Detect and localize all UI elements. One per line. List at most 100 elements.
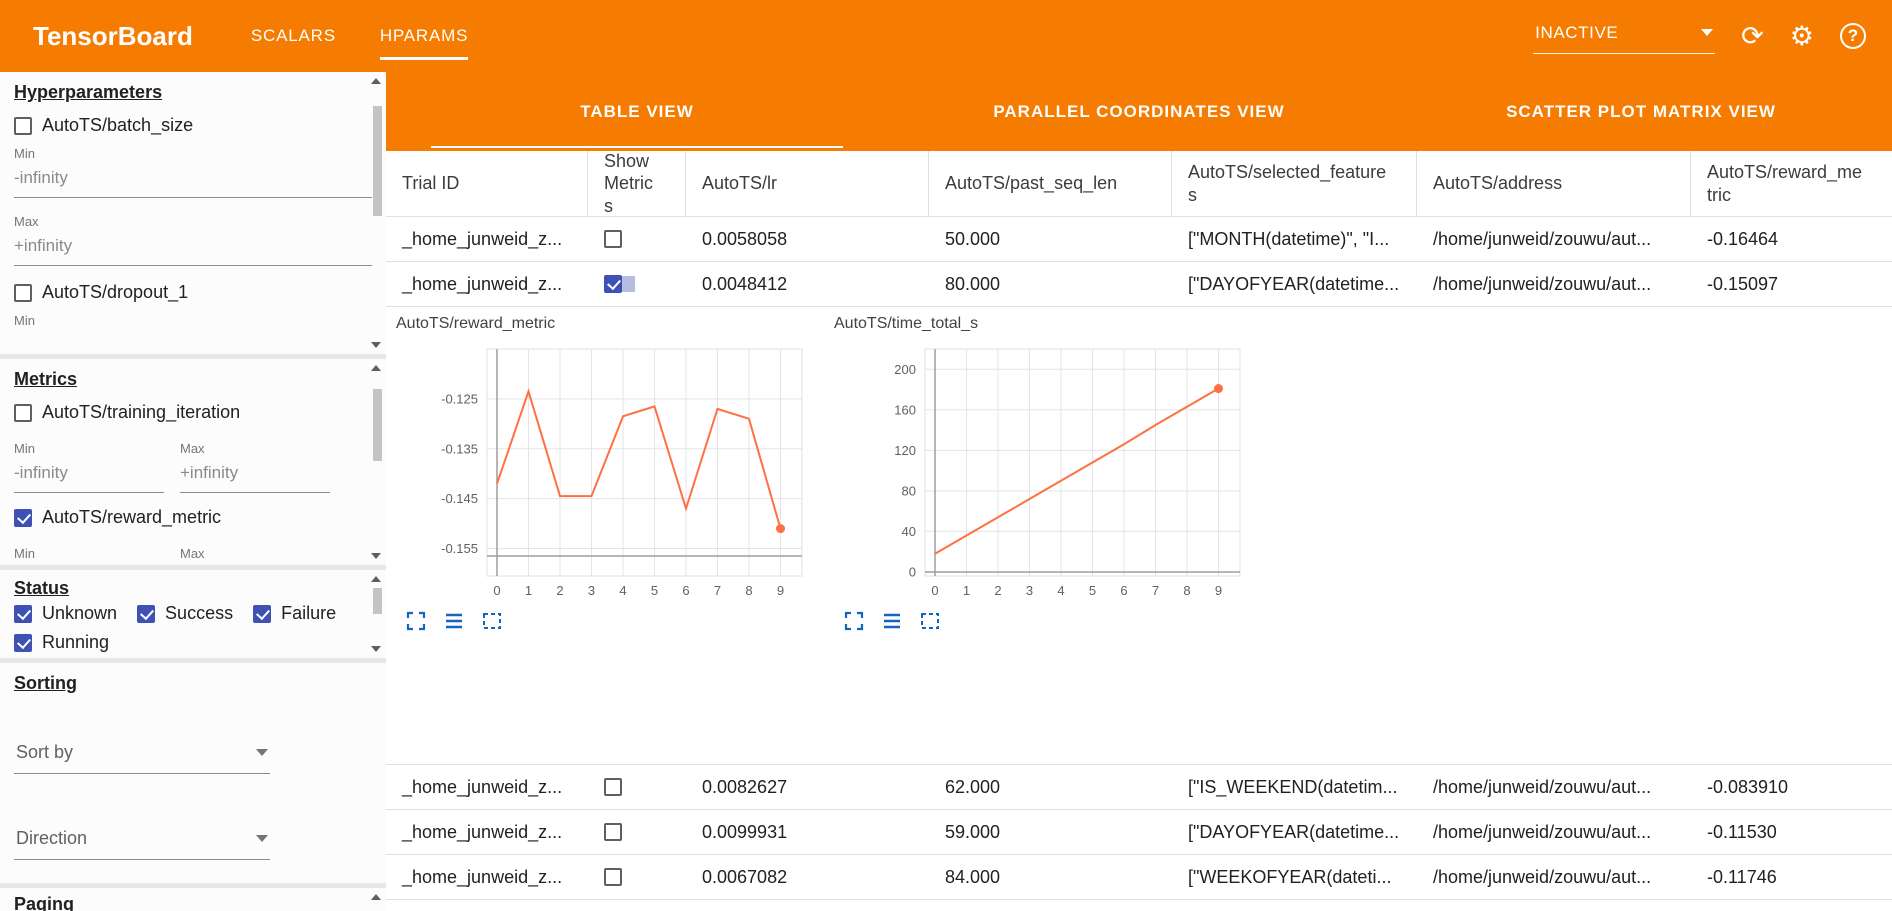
batch-size-min-input[interactable] xyxy=(14,161,372,198)
checkbox-icon[interactable] xyxy=(14,633,32,652)
svg-text:6: 6 xyxy=(682,583,689,598)
scroll-down-arrow[interactable] xyxy=(371,553,381,559)
svg-text:8: 8 xyxy=(1183,583,1190,598)
refresh-icon[interactable]: ⟳ xyxy=(1741,20,1764,51)
min-label: Min xyxy=(14,313,35,328)
show-metrics-checkbox[interactable] xyxy=(604,868,622,886)
run-status-select[interactable]: INACTIVE xyxy=(1533,19,1716,54)
checkbox-icon[interactable] xyxy=(137,604,156,623)
show-metrics-checkbox[interactable] xyxy=(604,275,622,293)
status-running[interactable]: Running xyxy=(14,632,109,653)
metric-training-iteration[interactable]: AutoTS/training_iteration xyxy=(14,402,372,423)
table-rows-top: _home_junweid_z... 0.0058058 50.000 ["MONTH… xyxy=(386,217,1892,307)
marquee-select-icon[interactable] xyxy=(920,610,942,632)
svg-text:0: 0 xyxy=(931,583,938,598)
table-row: _home_junweid_z... 0.0082627 62.000 ["IS_WE… xyxy=(386,765,1892,810)
max-label: Max xyxy=(180,441,205,456)
svg-text:5: 5 xyxy=(1089,583,1096,598)
lr-cell: 0.0048412 xyxy=(702,273,788,294)
min-label: Min xyxy=(14,146,35,161)
status-success[interactable]: Success xyxy=(137,603,233,624)
col-header-lr: AutoTS/lr xyxy=(686,151,929,216)
metric-reward-metric[interactable]: AutoTS/reward_metric xyxy=(14,507,372,528)
training-iteration-max-input[interactable] xyxy=(180,456,330,493)
status-panel: Status Unknown Success Failure Running xyxy=(0,570,386,658)
hparam-dropout-1[interactable]: AutoTS/dropout_1 xyxy=(14,282,372,303)
tab-table-view[interactable]: TABLE VIEW xyxy=(386,72,888,151)
sort-by-select[interactable]: Sort by xyxy=(14,736,270,774)
hparam-batch-size[interactable]: AutoTS/batch_size xyxy=(14,115,372,136)
chart-time-total-s: AutoTS/time_total_s 0 1 2 3 4 5 6 7 8 9 0 40 80 120 16… xyxy=(830,315,1264,632)
hyperparameters-heading: Hyperparameters xyxy=(14,82,163,102)
checkbox-icon[interactable] xyxy=(14,283,32,302)
checkbox-icon[interactable] xyxy=(253,604,272,623)
maximize-icon[interactable] xyxy=(844,610,866,632)
app-title: TensorBoard xyxy=(33,20,193,51)
max-label: Max xyxy=(180,546,205,561)
scroll-up-arrow[interactable] xyxy=(371,78,381,84)
checkbox-label: Running xyxy=(42,632,110,652)
past-seq-len-cell: 62.000 xyxy=(945,776,1001,797)
help-icon[interactable]: ? xyxy=(1840,23,1866,49)
run-status-value: INACTIVE xyxy=(1535,22,1619,42)
scrollbar-thumb[interactable] xyxy=(373,588,382,614)
checkbox-icon[interactable] xyxy=(14,116,32,135)
data-list-icon[interactable] xyxy=(444,610,466,632)
trial-id-cell: _home_junweid_z... xyxy=(402,273,563,294)
svg-text:8: 8 xyxy=(745,583,752,598)
scrollbar-thumb[interactable] xyxy=(373,389,382,461)
checkbox-icon[interactable] xyxy=(14,508,32,527)
tab-hparams[interactable]: HPARAMS xyxy=(379,0,469,72)
direction-select[interactable]: Direction xyxy=(14,822,270,860)
svg-text:2: 2 xyxy=(994,583,1001,598)
col-header-show-metrics: Show Metrics xyxy=(588,151,686,216)
table-header: Trial ID Show Metrics AutoTS/lr AutoTS/p… xyxy=(386,151,1892,217)
reward-metric-cell: -0.11746 xyxy=(1707,866,1777,887)
time-total-line-chart[interactable]: 0 1 2 3 4 5 6 7 8 9 0 40 80 120 160 200 xyxy=(830,339,1260,601)
show-metrics-checkbox[interactable] xyxy=(604,778,622,796)
metrics-charts-row: AutoTS/reward_metric 0 1 2 3 4 5 6 7 8 9 -0.125 -0.… xyxy=(386,307,1892,765)
maximize-icon[interactable] xyxy=(406,610,428,632)
svg-text:7: 7 xyxy=(714,583,721,598)
svg-text:80: 80 xyxy=(902,483,916,498)
checkbox-icon[interactable] xyxy=(14,604,32,623)
status-unknown[interactable]: Unknown xyxy=(14,603,117,624)
checkbox-label: AutoTS/reward_metric xyxy=(42,507,222,527)
scroll-up-arrow[interactable] xyxy=(371,576,381,582)
table-row: _home_junweid_z... 0.0048412 80.000 ["DAYOF… xyxy=(386,262,1892,307)
show-metrics-checkbox[interactable] xyxy=(604,230,622,248)
reward-metric-line-chart[interactable]: 0 1 2 3 4 5 6 7 8 9 -0.125 -0.135 -0.145 -0.155 xyxy=(392,339,822,601)
chevron-down-icon xyxy=(256,835,268,842)
trial-id-cell: _home_junweid_z... xyxy=(402,776,563,797)
checkbox-label: AutoTS/training_iteration xyxy=(42,402,241,422)
scroll-up-arrow[interactable] xyxy=(371,894,381,900)
batch-size-max-input[interactable] xyxy=(14,229,372,266)
metrics-heading: Metrics xyxy=(14,369,78,389)
tab-scalars[interactable]: SCALARS xyxy=(250,26,336,45)
scroll-down-arrow[interactable] xyxy=(371,646,381,652)
gear-icon[interactable]: ⚙ xyxy=(1789,20,1814,51)
table-row: _home_junweid_z... 0.0058058 50.000 ["MONTH… xyxy=(386,217,1892,262)
svg-text:1: 1 xyxy=(963,583,970,598)
checkbox-icon[interactable] xyxy=(14,403,32,422)
header-actions: INACTIVE ⟳ ⚙ ? xyxy=(1533,19,1892,54)
tab-scatter-plot-matrix-view[interactable]: SCATTER PLOT MATRIX VIEW xyxy=(1506,101,1776,121)
svg-text:200: 200 xyxy=(894,362,916,377)
training-iteration-min-input[interactable] xyxy=(14,456,164,493)
hyperparameters-panel: Hyperparameters AutoTS/batch_size Min Ma… xyxy=(0,72,386,354)
table-rows-bottom: _home_junweid_z... 0.0082627 62.000 ["IS_WE… xyxy=(386,765,1892,900)
show-metrics-checkbox[interactable] xyxy=(604,823,622,841)
data-list-icon[interactable] xyxy=(882,610,904,632)
svg-text:-0.125: -0.125 xyxy=(441,391,478,406)
scroll-up-arrow[interactable] xyxy=(371,365,381,371)
past-seq-len-cell: 84.000 xyxy=(945,866,1001,887)
scrollbar-thumb[interactable] xyxy=(373,106,382,216)
chevron-down-icon xyxy=(1701,29,1714,36)
show-metrics-cell xyxy=(588,778,686,796)
status-failure[interactable]: Failure xyxy=(253,603,336,624)
scroll-down-arrow[interactable] xyxy=(371,342,381,348)
tab-parallel-coordinates-view[interactable]: PARALLEL COORDINATES VIEW xyxy=(993,101,1285,121)
marquee-select-icon[interactable] xyxy=(482,610,504,632)
past-seq-len-cell: 59.000 xyxy=(945,821,1001,842)
min-label: Min xyxy=(14,546,35,561)
